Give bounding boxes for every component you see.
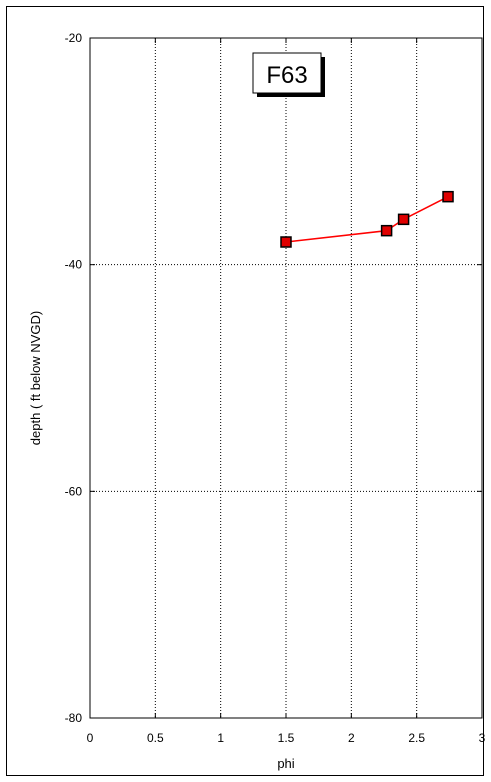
- chart-title: F63: [266, 62, 307, 89]
- y-tick-label: -40: [65, 258, 83, 272]
- y-tick-label: -60: [65, 484, 83, 498]
- y-tick-label: -20: [65, 31, 83, 45]
- x-tick-label: 1.5: [278, 731, 295, 745]
- x-tick-labels: 0 0.5 1 1.5 2 2.5 3: [87, 731, 486, 745]
- x-tick-label: 0: [87, 731, 94, 745]
- gridlines: [90, 38, 482, 718]
- y-tick-labels: -20 -40 -60 -80: [65, 31, 83, 725]
- x-tick-label: 1: [217, 731, 224, 745]
- chart-title-box: F63: [252, 52, 325, 97]
- outer-border: [6, 6, 484, 776]
- data-point-marker: [280, 236, 292, 248]
- x-tick-label: 2: [348, 731, 355, 745]
- y-tick-label: -80: [65, 711, 83, 725]
- data-point-marker: [380, 224, 393, 237]
- x-tick-label: 0.5: [147, 731, 164, 745]
- axis-ticks: [89, 37, 483, 719]
- series-line: [285, 195, 449, 243]
- x-axis-label: phi: [277, 756, 294, 771]
- y-axis-label: depth ( ft below NVGD): [28, 311, 43, 445]
- data-point-marker: [397, 213, 410, 226]
- data-series: [280, 190, 454, 248]
- data-point-marker: [442, 190, 454, 203]
- x-tick-label: 3: [479, 731, 486, 745]
- x-tick-label: 2.5: [408, 731, 425, 745]
